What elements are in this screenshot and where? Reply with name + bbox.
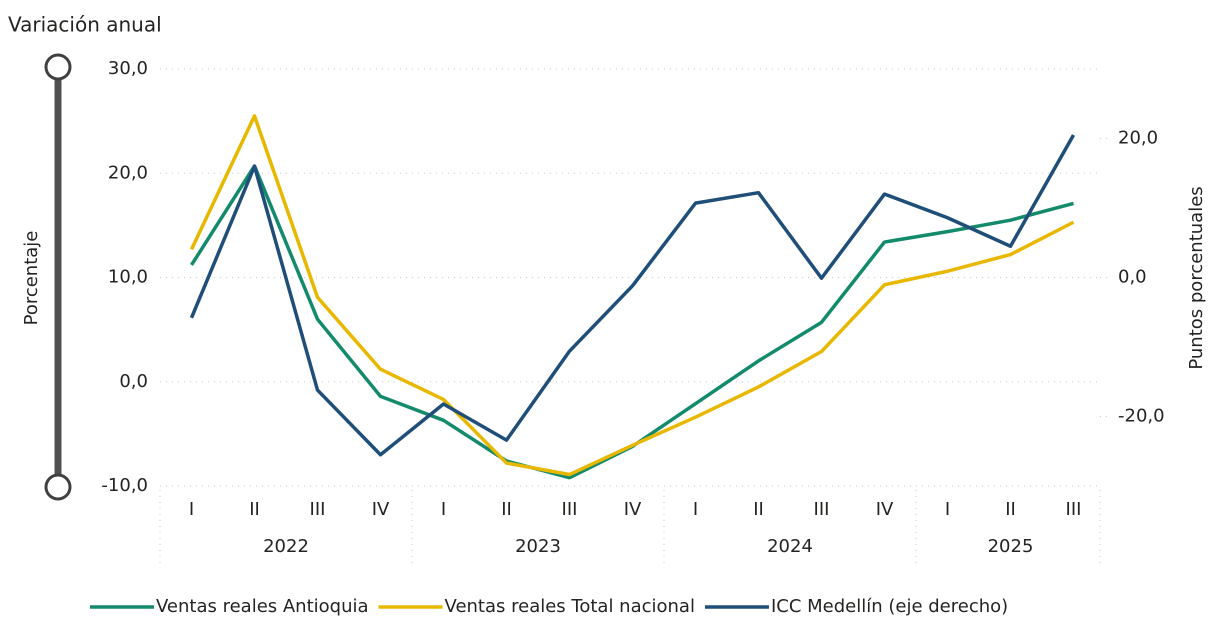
x-tick-label: IV <box>624 499 642 520</box>
series-line <box>189 134 1076 457</box>
x-tick-label: II <box>1005 499 1016 520</box>
series-line <box>190 164 1074 480</box>
x-tick-label: IV <box>876 499 894 520</box>
x-tick-label: II <box>753 499 764 520</box>
x-tick-label: I <box>693 499 698 520</box>
chart-title: Variación anual <box>8 13 162 37</box>
x-tick-label: II <box>249 499 260 520</box>
x-group-label: 2025 <box>988 536 1034 557</box>
y2-tick-label: 0,0 <box>1118 267 1147 288</box>
y2-tick-label: 20,0 <box>1118 128 1158 149</box>
legend-label: ICC Medellín (eje derecho) <box>771 596 1008 617</box>
y-tick-label: 20,0 <box>108 162 148 183</box>
x-tick-label: III <box>310 499 326 520</box>
y2-axis-label: Puntos porcentuales <box>1186 186 1207 369</box>
x-group-label: 2023 <box>515 536 561 557</box>
x-tick-label: I <box>945 499 950 520</box>
series-line <box>189 114 1075 477</box>
x-tick-label: II <box>501 499 512 520</box>
y2-tick-label: -20,0 <box>1118 406 1165 427</box>
zoom-slider-handle[interactable] <box>44 473 72 501</box>
x-tick-label: I <box>441 499 446 520</box>
x-tick-label: III <box>1066 499 1082 520</box>
x-group-label: 2022 <box>263 536 309 557</box>
legend-label: Ventas reales Total nacional <box>445 596 695 617</box>
y-tick-label: 30,0 <box>108 58 148 79</box>
y-axis-label: Porcentaje <box>21 231 42 326</box>
x-tick-label: III <box>562 499 578 520</box>
y-tick-label: 0,0 <box>119 371 148 392</box>
x-tick-label: III <box>814 499 830 520</box>
zoom-slider-handle[interactable] <box>44 53 72 81</box>
y-tick-label: 10,0 <box>108 267 148 288</box>
x-tick-label: IV <box>372 499 390 520</box>
x-group-label: 2024 <box>767 536 813 557</box>
y-tick-label: -10,0 <box>101 475 148 496</box>
x-tick-label: I <box>189 499 194 520</box>
legend-label: Ventas reales Antioquia <box>156 596 369 617</box>
